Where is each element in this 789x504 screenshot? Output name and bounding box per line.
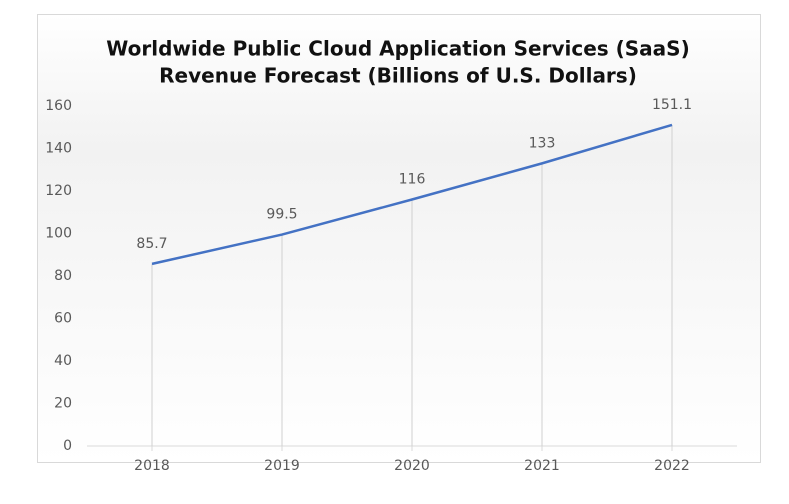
x-tick-label: 2021 xyxy=(524,458,560,474)
y-tick-label: 160 xyxy=(45,98,72,114)
chart-title: Worldwide Public Cloud Application Servi… xyxy=(106,37,689,61)
y-tick-label: 40 xyxy=(54,353,72,369)
data-label: 151.1 xyxy=(652,97,692,113)
data-label: 133 xyxy=(529,135,556,151)
y-tick-label: 60 xyxy=(54,311,72,327)
data-label: 99.5 xyxy=(266,207,297,223)
chart-title: Revenue Forecast (Billions of U.S. Dolla… xyxy=(159,64,637,88)
data-label: 85.7 xyxy=(136,236,167,252)
x-tick-label: 2022 xyxy=(654,458,690,474)
chart-frame xyxy=(37,14,761,463)
y-tick-label: 100 xyxy=(45,226,72,242)
y-tick-label: 140 xyxy=(45,141,72,157)
y-tick-label: 120 xyxy=(45,183,72,199)
y-tick-label: 20 xyxy=(54,396,72,412)
series-line xyxy=(151,123,673,266)
x-tick-label: 2018 xyxy=(134,458,170,474)
y-tick-label: 80 xyxy=(54,268,72,284)
x-tick-label: 2019 xyxy=(264,458,300,474)
y-tick-label: 0 xyxy=(63,438,72,454)
x-tick-label: 2020 xyxy=(394,458,430,474)
data-label: 116 xyxy=(399,172,426,188)
